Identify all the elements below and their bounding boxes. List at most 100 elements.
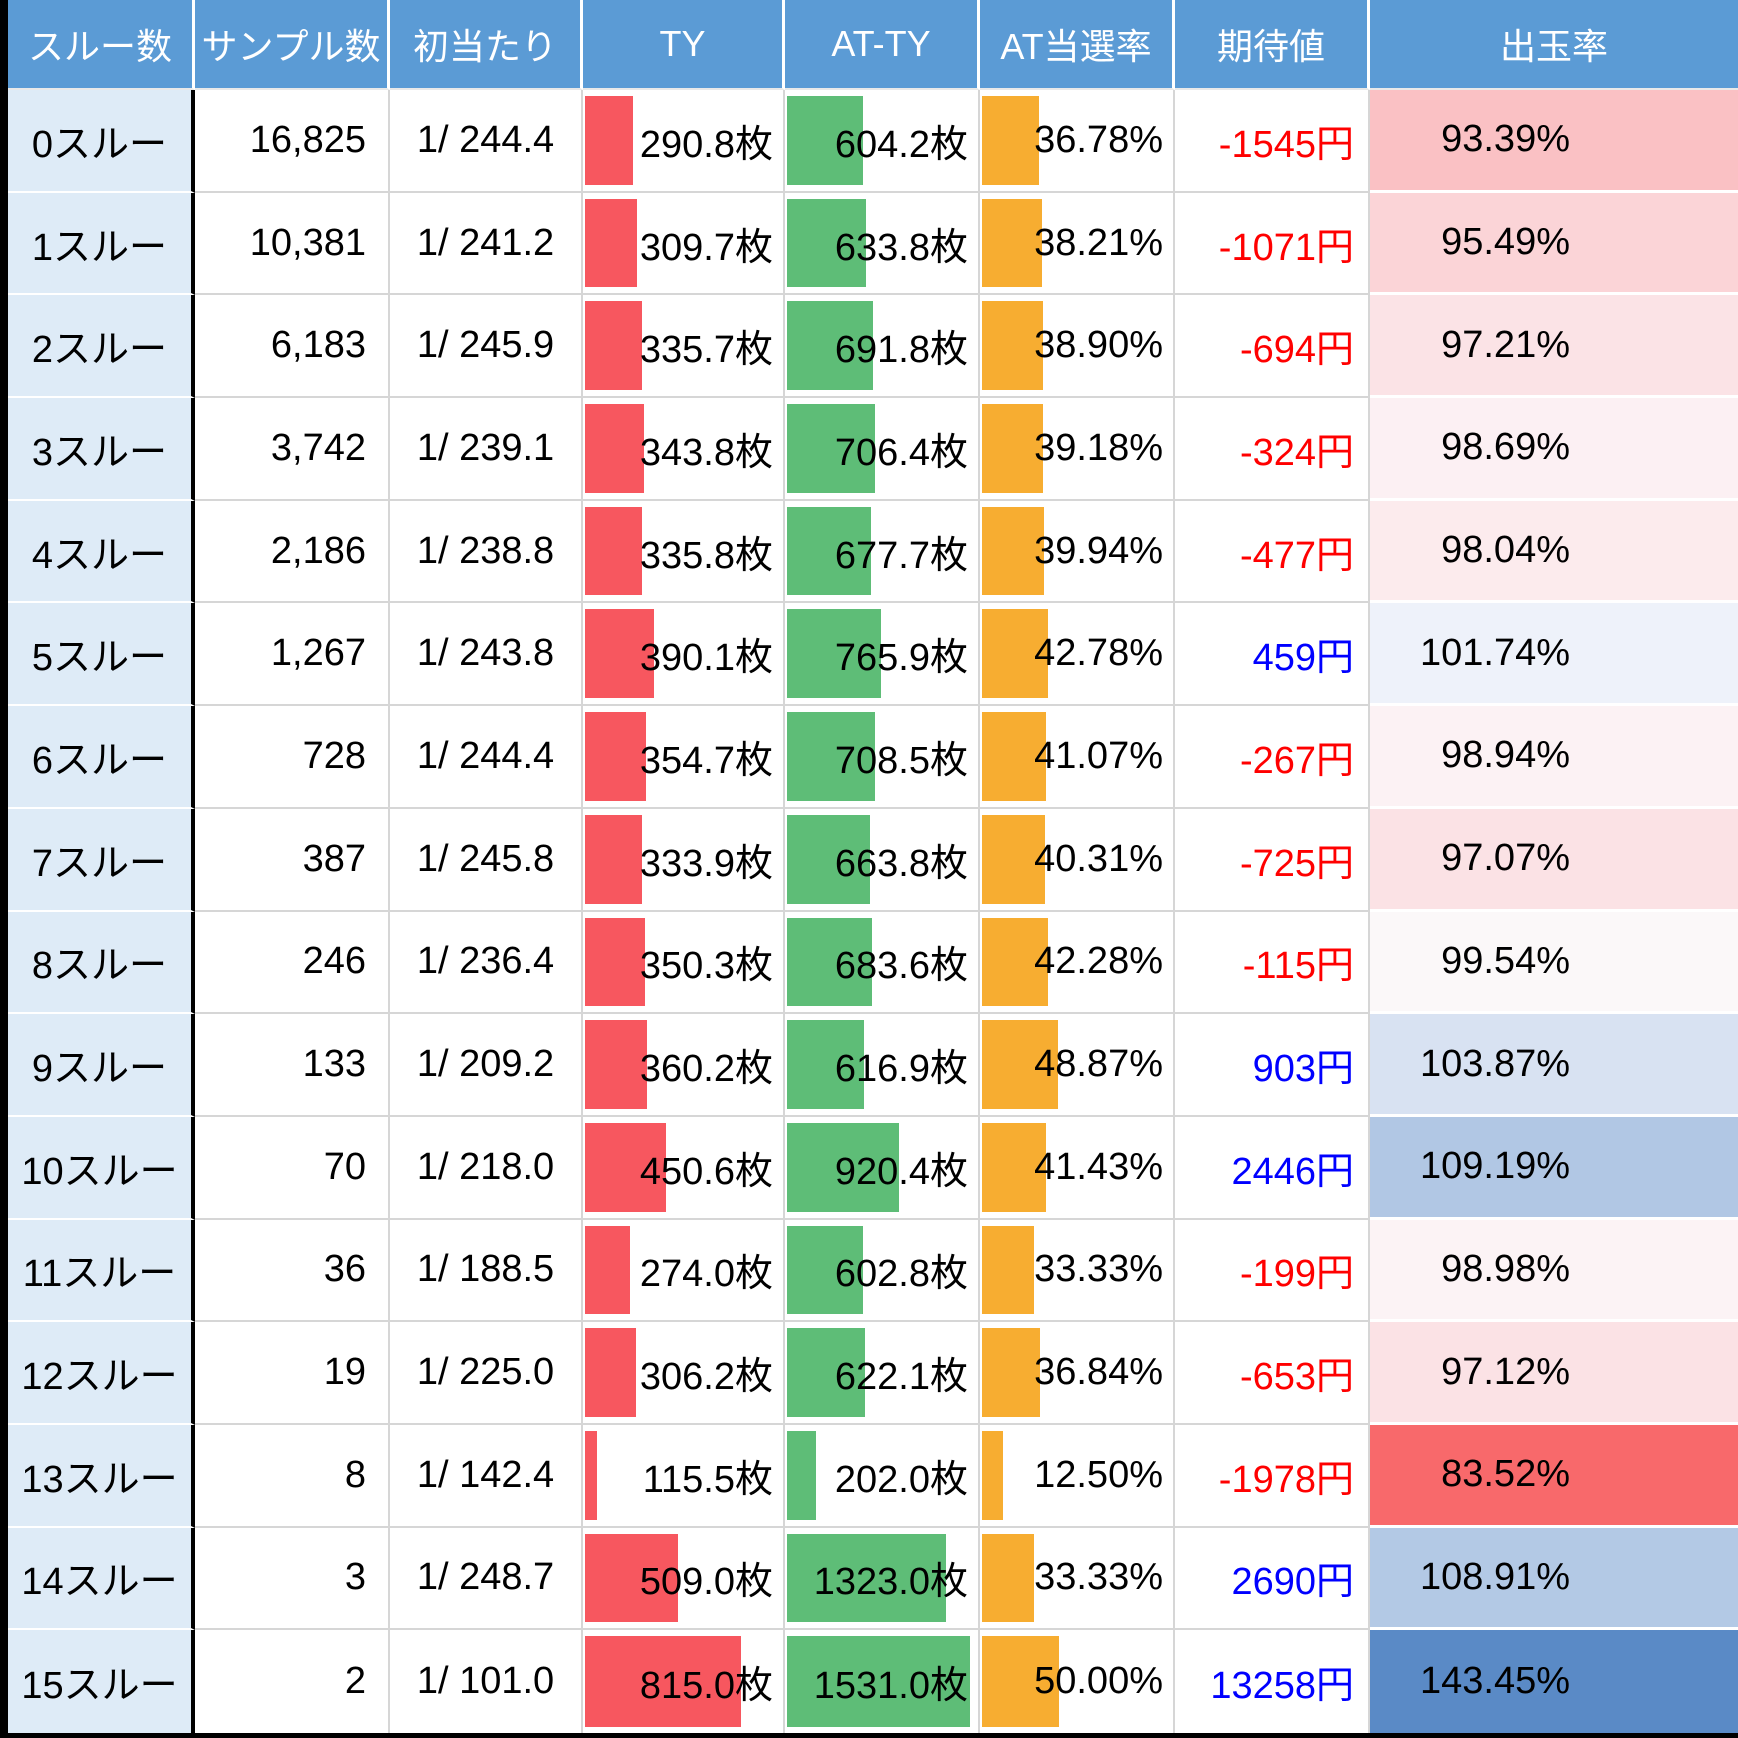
through-count-cell: 6スルー bbox=[8, 706, 195, 809]
through-count-value: 6スルー bbox=[31, 739, 168, 782]
sample-count-value: 19 bbox=[323, 1351, 366, 1394]
table-row: 3スルー 3,742 1/ 239.1 343.8枚 706.4枚 39.18% -324円… bbox=[8, 398, 1738, 501]
at-win-rate-cell: 39.94% bbox=[980, 500, 1175, 604]
at-win-rate-bar bbox=[982, 1020, 1058, 1109]
at-win-rate-value: 33.33% bbox=[1034, 1248, 1163, 1291]
at-ty-value: 622.1枚 bbox=[834, 1356, 968, 1399]
table-row: 15スルー 2 1/ 101.0 815.0枚 1531.0枚 50.00% 13258円 1… bbox=[8, 1630, 1738, 1733]
expected-value-cell: -1978円 bbox=[1175, 1424, 1370, 1528]
table-header-row: スルー数 サンプル数 初当たり TY AT-TY AT当選率 期待値 出玉率 bbox=[8, 0, 1738, 90]
first-hit-cell: 1/ 238.8 bbox=[390, 500, 583, 604]
at-win-rate-bar bbox=[982, 712, 1046, 801]
through-count-value: 5スルー bbox=[31, 637, 168, 680]
first-hit-cell: 1/ 241.2 bbox=[390, 192, 583, 296]
table-row: 7スルー 387 1/ 245.8 333.9枚 663.8枚 40.31% -725円 97… bbox=[8, 808, 1738, 912]
sample-count-value: 36 bbox=[323, 1248, 366, 1291]
table-row: 6スルー 728 1/ 244.4 354.7枚 708.5枚 41.07% -267円 98… bbox=[8, 706, 1738, 809]
ty-cell: 274.0枚 bbox=[583, 1219, 785, 1323]
ty-value: 333.9枚 bbox=[639, 842, 773, 885]
ty-cell: 354.7枚 bbox=[583, 706, 785, 809]
at-win-rate-cell: 42.78% bbox=[980, 603, 1175, 707]
at-ty-cell: 202.0枚 bbox=[785, 1424, 980, 1528]
payout-rate-value: 143.45% bbox=[1419, 1660, 1570, 1703]
expected-value-value: -725円 bbox=[1239, 842, 1354, 885]
at-win-rate-cell: 12.50% bbox=[980, 1424, 1175, 1528]
col-header-payout-rate: 出玉率 bbox=[1370, 0, 1738, 90]
first-hit-value: 1/ 236.4 bbox=[416, 940, 555, 983]
col-header-sample-count: サンプル数 bbox=[195, 0, 390, 90]
table-row: 11スルー 36 1/ 188.5 274.0枚 602.8枚 33.33% -199円 98… bbox=[8, 1219, 1738, 1323]
at-ty-value: 920.4枚 bbox=[834, 1150, 968, 1193]
ty-cell: 306.2枚 bbox=[583, 1322, 785, 1425]
through-count-value: 9スルー bbox=[31, 1048, 168, 1091]
through-count-cell: 4スルー bbox=[8, 500, 195, 604]
at-win-rate-value: 39.94% bbox=[1034, 529, 1163, 572]
table-row: 8スルー 246 1/ 236.4 350.3枚 683.6枚 42.28% -115円 99… bbox=[8, 911, 1738, 1015]
at-win-rate-bar bbox=[982, 609, 1049, 699]
at-ty-cell: 616.9枚 bbox=[785, 1014, 980, 1117]
payout-rate-value: 98.69% bbox=[1441, 426, 1570, 469]
ty-cell: 290.8枚 bbox=[583, 90, 785, 193]
ty-value: 509.0枚 bbox=[639, 1561, 773, 1604]
sample-count-cell: 36 bbox=[195, 1219, 390, 1323]
ty-value: 335.8枚 bbox=[639, 534, 773, 577]
expected-value-cell: -725円 bbox=[1175, 808, 1370, 912]
expected-value-cell: 459円 bbox=[1175, 603, 1370, 707]
expected-value-value: 459円 bbox=[1252, 637, 1354, 680]
first-hit-value: 1/ 101.0 bbox=[416, 1660, 555, 1703]
first-hit-cell: 1/ 142.4 bbox=[390, 1424, 583, 1528]
at-ty-bar bbox=[787, 814, 870, 904]
sample-count-value: 133 bbox=[302, 1043, 366, 1086]
expected-value-cell: -267円 bbox=[1175, 706, 1370, 809]
payout-rate-cell: 97.21% bbox=[1370, 295, 1738, 399]
ty-cell: 343.8枚 bbox=[583, 398, 785, 501]
expected-value-cell: -199円 bbox=[1175, 1219, 1370, 1323]
ty-bar bbox=[585, 712, 647, 801]
expected-value-value: -477円 bbox=[1239, 534, 1354, 577]
ty-bar bbox=[585, 1636, 741, 1727]
ty-bar bbox=[585, 609, 654, 699]
through-count-cell: 12スルー bbox=[8, 1322, 195, 1425]
at-ty-value: 1323.0枚 bbox=[813, 1561, 968, 1604]
at-win-rate-bar bbox=[982, 301, 1043, 391]
first-hit-value: 1/ 239.1 bbox=[416, 426, 555, 469]
through-count-value: 11スルー bbox=[22, 1253, 177, 1296]
at-ty-cell: 708.5枚 bbox=[785, 706, 980, 809]
at-win-rate-cell: 33.33% bbox=[980, 1219, 1175, 1323]
sample-count-cell: 70 bbox=[195, 1116, 390, 1220]
expected-value-value: -199円 bbox=[1239, 1253, 1354, 1296]
at-win-rate-bar bbox=[982, 198, 1042, 288]
at-win-rate-cell: 36.84% bbox=[980, 1322, 1175, 1425]
first-hit-value: 1/ 243.8 bbox=[416, 632, 555, 675]
at-ty-cell: 604.2枚 bbox=[785, 90, 980, 193]
expected-value-value: -694円 bbox=[1239, 329, 1354, 372]
at-ty-bar bbox=[787, 1430, 816, 1520]
at-win-rate-value: 36.84% bbox=[1034, 1351, 1163, 1394]
payout-rate-value: 97.21% bbox=[1441, 323, 1570, 366]
sample-count-cell: 3 bbox=[195, 1527, 390, 1631]
first-hit-value: 1/ 241.2 bbox=[416, 221, 555, 264]
table-row: 9スルー 133 1/ 209.2 360.2枚 616.9枚 48.87% 903円 103… bbox=[8, 1014, 1738, 1117]
at-ty-cell: 1531.0枚 bbox=[785, 1630, 980, 1733]
expected-value-value: -1071円 bbox=[1218, 226, 1354, 269]
through-count-cell: 15スルー bbox=[8, 1630, 195, 1733]
sample-count-value: 1,267 bbox=[270, 632, 366, 675]
at-ty-cell: 1323.0枚 bbox=[785, 1527, 980, 1631]
table-row: 4スルー 2,186 1/ 238.8 335.8枚 677.7枚 39.94% -477円… bbox=[8, 500, 1738, 604]
at-ty-cell: 683.6枚 bbox=[785, 911, 980, 1015]
payout-rate-cell: 103.87% bbox=[1370, 1014, 1738, 1117]
expected-value-cell: -653円 bbox=[1175, 1322, 1370, 1425]
first-hit-value: 1/ 142.4 bbox=[416, 1453, 555, 1496]
at-win-rate-bar bbox=[982, 506, 1045, 596]
through-count-cell: 14スルー bbox=[8, 1527, 195, 1631]
at-ty-value: 708.5枚 bbox=[834, 739, 968, 782]
ty-bar bbox=[585, 96, 634, 185]
ty-value: 390.1枚 bbox=[639, 637, 773, 680]
at-win-rate-cell: 42.28% bbox=[980, 911, 1175, 1015]
sample-count-value: 728 bbox=[302, 734, 366, 777]
expected-value-value: -267円 bbox=[1239, 739, 1354, 782]
table-row: 5スルー 1,267 1/ 243.8 390.1枚 765.9枚 42.78% 459円 1… bbox=[8, 603, 1738, 707]
at-win-rate-bar bbox=[982, 1533, 1035, 1623]
sample-count-cell: 2,186 bbox=[195, 500, 390, 604]
col-header-first-hit: 初当たり bbox=[390, 0, 583, 90]
